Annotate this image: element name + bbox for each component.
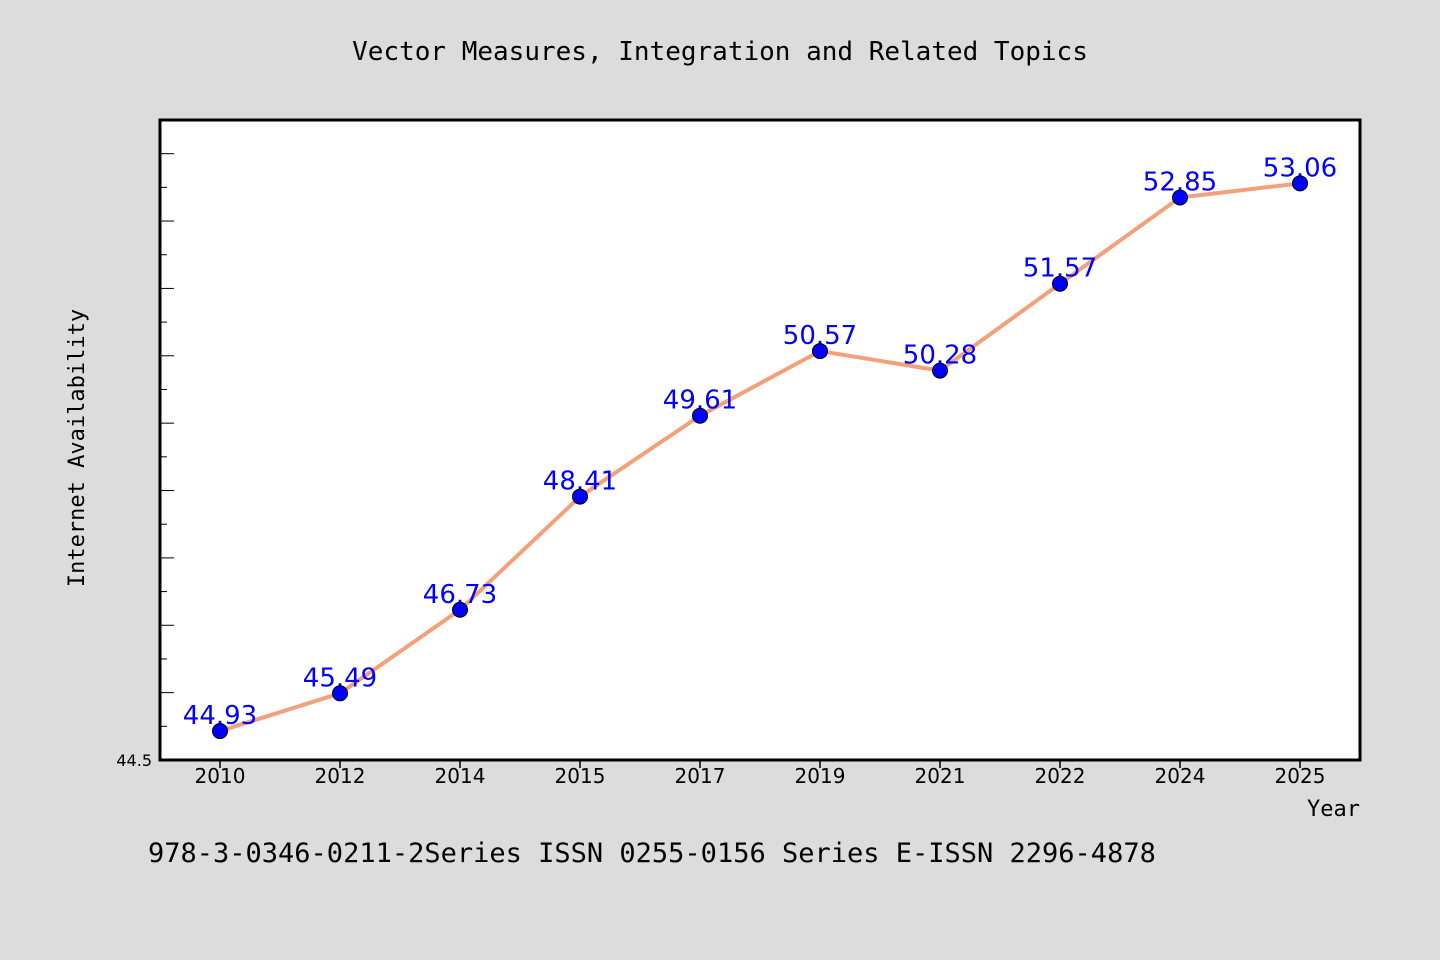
y-axis-label: Internet Availability [65,309,90,587]
x-tick-label: 2015 [555,764,606,788]
data-point [692,407,708,424]
data-point [812,343,828,360]
x-tick-label: 2017 [675,764,726,788]
data-point [332,685,348,702]
x-axis-ticks: 2010 2012 2014 2015 2017 2019 2021 2022 2024 2025 [195,760,1326,788]
series-line [218,181,1302,734]
data-point [212,723,228,740]
footnote: 978-3-0346-0211-2Series ISSN 0255-0156 S… [148,838,1156,869]
x-tick-label: 2019 [795,764,846,788]
data-point [1292,175,1308,192]
data-point [932,362,948,379]
x-tick-label: 2024 [1155,764,1206,788]
x-axis-label: Year [1307,797,1360,822]
y-tick-label: 44.5 [116,751,152,770]
x-tick-label: 2025 [1275,764,1326,788]
data-point [452,601,468,618]
x-tick-label: 2012 [315,764,366,788]
plot-area [158,118,1362,762]
series-layer: 44.9345.4946.7348.4149.6150.5750.2851.57… [183,153,1337,740]
data-point [1172,189,1188,206]
chart-title: Vector Measures, Integration and Related… [352,37,1088,67]
x-tick-label: 2022 [1035,764,1086,788]
data-point [572,488,588,505]
x-tick-label: 2021 [915,764,966,788]
y-axis-ticks [160,119,174,761]
x-tick-label: 2014 [435,764,486,788]
data-point [1052,275,1068,292]
x-tick-label: 2010 [195,764,246,788]
